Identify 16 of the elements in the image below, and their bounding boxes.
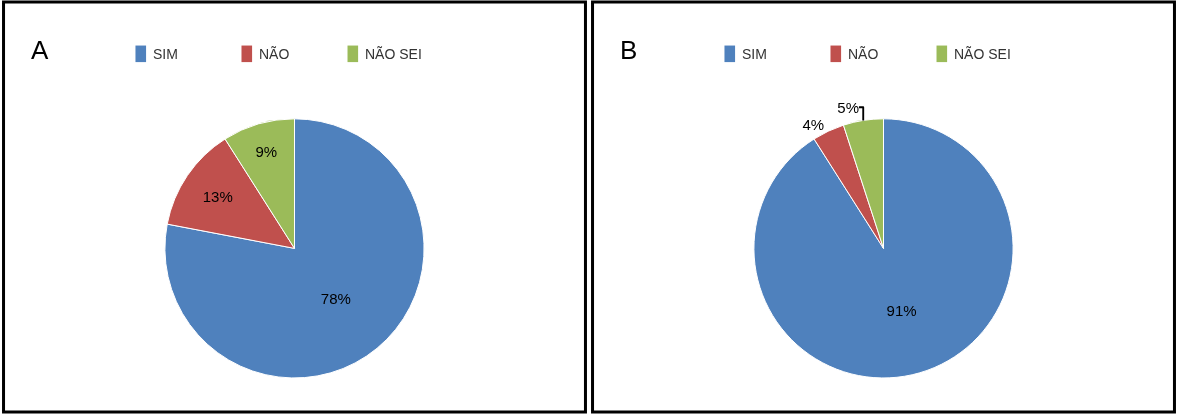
pie-slice [753, 118, 1014, 379]
data-label: 78% [320, 289, 351, 307]
data-label: 91% [886, 302, 917, 320]
legend-label: NÃO SEI [954, 46, 1011, 62]
legend-label: NÃO SEI [365, 46, 422, 62]
legend-label: NÃO [259, 46, 290, 62]
data-label: 13% [202, 187, 233, 205]
pie-slice [164, 118, 425, 379]
data-label: 5% [837, 98, 859, 116]
legend-label: NÃO [848, 46, 879, 62]
data-label: 4% [802, 115, 825, 133]
legend-label: SIM [153, 46, 178, 62]
chart-title: B [620, 35, 638, 65]
legend-label: SIM [742, 46, 767, 62]
chart-title: A [31, 35, 49, 65]
data-label: 9% [255, 142, 278, 160]
